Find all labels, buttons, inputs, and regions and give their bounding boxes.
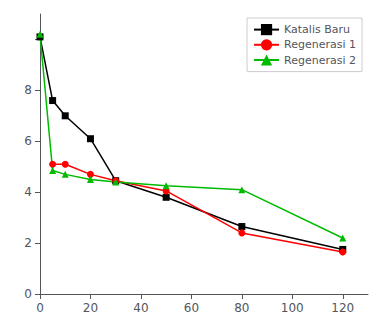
svg-text:120: 120	[331, 301, 354, 315]
svg-text:Regenerasi 2: Regenerasi 2	[284, 54, 356, 67]
svg-text:20: 20	[83, 301, 98, 315]
svg-text:60: 60	[184, 301, 199, 315]
svg-text:100: 100	[281, 301, 304, 315]
svg-text:40: 40	[133, 301, 148, 315]
svg-text:Regenerasi 1: Regenerasi 1	[284, 38, 356, 51]
svg-text:4: 4	[24, 185, 32, 199]
svg-text:8: 8	[24, 83, 32, 97]
svg-text:80: 80	[234, 301, 249, 315]
svg-text:Katalis Baru: Katalis Baru	[284, 23, 350, 36]
svg-text:0: 0	[24, 287, 32, 301]
svg-text:0: 0	[36, 301, 44, 315]
svg-text:6: 6	[24, 134, 32, 148]
svg-text:2: 2	[24, 236, 32, 250]
